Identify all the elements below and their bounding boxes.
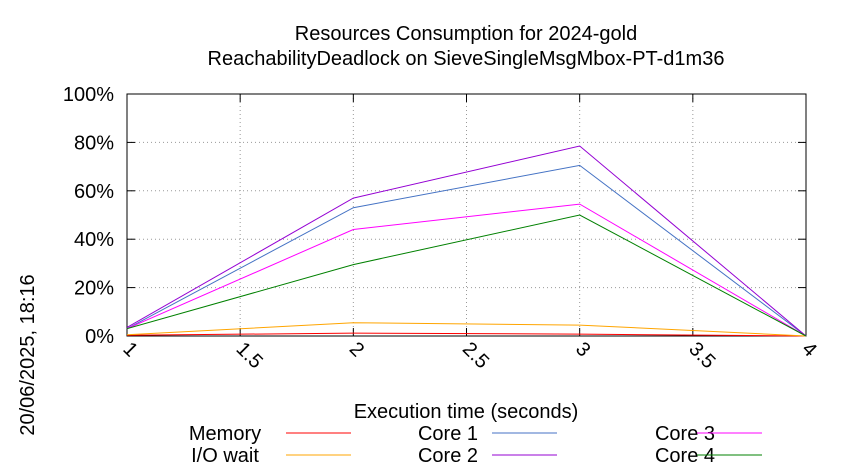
legend-label: Core 2 [418,445,478,467]
legend-label: Core 3 [655,423,715,445]
x-tick-label: 3.5 [684,338,719,373]
series-line-core-2 [126,145,807,337]
legend-label: Core 1 [418,423,478,445]
timestamp-label: 20/06/2025, 18:16 [17,274,39,435]
legend-label: Memory [189,423,261,445]
y-tick-label: 40% [74,229,114,251]
x-tick-label: 1 [118,338,141,361]
legend-label: Core 4 [655,445,715,467]
legend-label: I/O wait [191,445,259,467]
y-tick-label: 20% [74,278,114,300]
x-tick-label: 3 [571,338,594,361]
series-line-core-1 [126,164,807,337]
series-line-memory [126,332,807,337]
x-tick-label: 2 [345,338,368,361]
y-axis: 0% 20% 40% 60% 80% 100% [63,84,806,348]
series-lines [126,145,807,337]
x-tick-label: 4 [797,338,820,361]
series-line-core-4 [126,214,807,337]
series-line-core-3 [126,203,807,337]
y-tick-label: 0% [85,326,114,348]
x-tick-label: 1.5 [232,338,267,373]
x-axis-label: Execution time (seconds) [354,401,579,423]
x-tick-label: 2.5 [458,338,493,373]
y-tick-label: 80% [74,132,114,154]
series-line-i-o-wait [126,322,807,337]
y-tick-label: 60% [74,181,114,203]
y-tick-label: 100% [63,84,114,106]
chart-subtitle: ReachabilityDeadlock on SieveSingleMsgMb… [208,48,725,70]
chart-title: Resources Consumption for 2024-gold [295,23,637,45]
